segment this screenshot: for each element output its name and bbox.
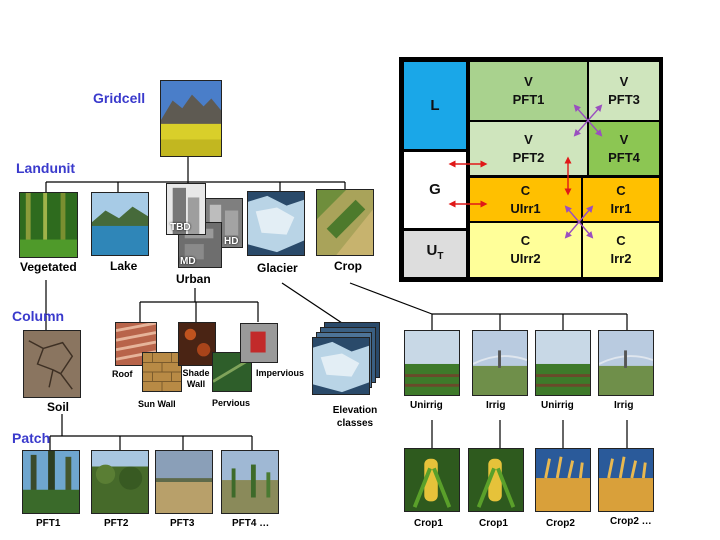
grid-cell-c-uirr2: C UIrr2 — [470, 223, 581, 277]
vegetated-image — [19, 192, 78, 258]
urban-badge-hd: HD — [224, 236, 239, 247]
grid-cell-c-irr1: C Irr1 — [583, 178, 659, 221]
patch-image-4 — [221, 450, 279, 514]
label-patch-3: PFT3 — [170, 518, 195, 529]
label-shade-wall: Shade Wall — [182, 368, 210, 389]
label-soil: Soil — [47, 400, 70, 414]
level-label-landunit: Landunit — [16, 160, 76, 176]
urban-badge-md: MD — [180, 256, 196, 267]
urban-image-tbd — [166, 183, 206, 235]
grid-cell-v-pft1: V PFT1 — [470, 62, 587, 120]
label-patch-2: PFT2 — [104, 518, 129, 529]
label-crop-column-3: Unirrig — [541, 400, 574, 411]
crop-column-image-2 — [472, 330, 528, 396]
crop-landunit-image — [316, 189, 374, 256]
impervious-image — [240, 323, 278, 363]
gridcell-image — [160, 80, 222, 157]
label-crop-patch-1: Crop1 — [414, 518, 443, 529]
label-elevation-classes: Elevation classes — [332, 405, 378, 429]
level-label-gridcell: Gridcell — [93, 90, 146, 106]
patch-image-1 — [22, 450, 80, 514]
label-crop-patch-3: Crop2 — [546, 518, 575, 529]
crop-patch-image-4 — [598, 448, 654, 512]
grid-cell-c-irr2: C Irr2 — [583, 223, 659, 277]
level-label-patch: Patch — [12, 430, 51, 446]
label-crop: Crop — [334, 259, 362, 273]
label-crop-patch-2: Crop1 — [479, 518, 508, 529]
label-glacier: Glacier — [257, 261, 298, 275]
patch-image-2 — [91, 450, 149, 514]
label-crop-column-1: Unirrig — [410, 400, 443, 411]
patch-image-3 — [155, 450, 213, 514]
label-roof: Roof — [112, 369, 133, 379]
soil-image — [23, 330, 81, 398]
crop-patch-image-1 — [404, 448, 460, 512]
crop-patch-image-2 — [468, 448, 524, 512]
crop-column-image-4 — [598, 330, 654, 396]
label-pervious: Pervious — [212, 398, 251, 408]
urban-badge-tbd: TBD — [170, 222, 191, 233]
label-impervious: Impervious — [256, 368, 305, 378]
label-crop-column-2: Irrig — [486, 400, 506, 411]
grid-cell-v-pft2: V PFT2 — [470, 122, 587, 175]
lake-image — [91, 192, 149, 256]
level-label-column: Column — [12, 308, 65, 324]
grid-row-label-l: L — [404, 62, 466, 149]
label-vegetated: Vegetated — [20, 260, 77, 274]
grid-row-label-u: UT — [404, 231, 466, 277]
arrow-crop-diag-2 — [564, 205, 594, 239]
crop-column-image-1 — [404, 330, 460, 396]
sun-wall-image — [142, 352, 182, 392]
label-lake: Lake — [110, 259, 138, 273]
crop-patch-image-3 — [535, 448, 591, 512]
label-crop-patch-4: Crop2 … — [610, 516, 652, 527]
label-sun-wall: Sun Wall — [138, 399, 176, 409]
label-urban: Urban — [176, 272, 211, 286]
shade-wall-image — [178, 322, 216, 366]
label-patch-4: PFT4 … — [232, 518, 270, 529]
elevation-image-front — [312, 337, 370, 395]
label-patch-1: PFT1 — [36, 518, 61, 529]
grid-cell-c-uirr1: C UIrr1 — [470, 178, 581, 221]
crop-column-image-3 — [535, 330, 591, 396]
glacier-image — [247, 191, 305, 256]
arrow-pft-diag-2 — [573, 104, 603, 137]
label-crop-column-4: Irrig — [614, 400, 634, 411]
